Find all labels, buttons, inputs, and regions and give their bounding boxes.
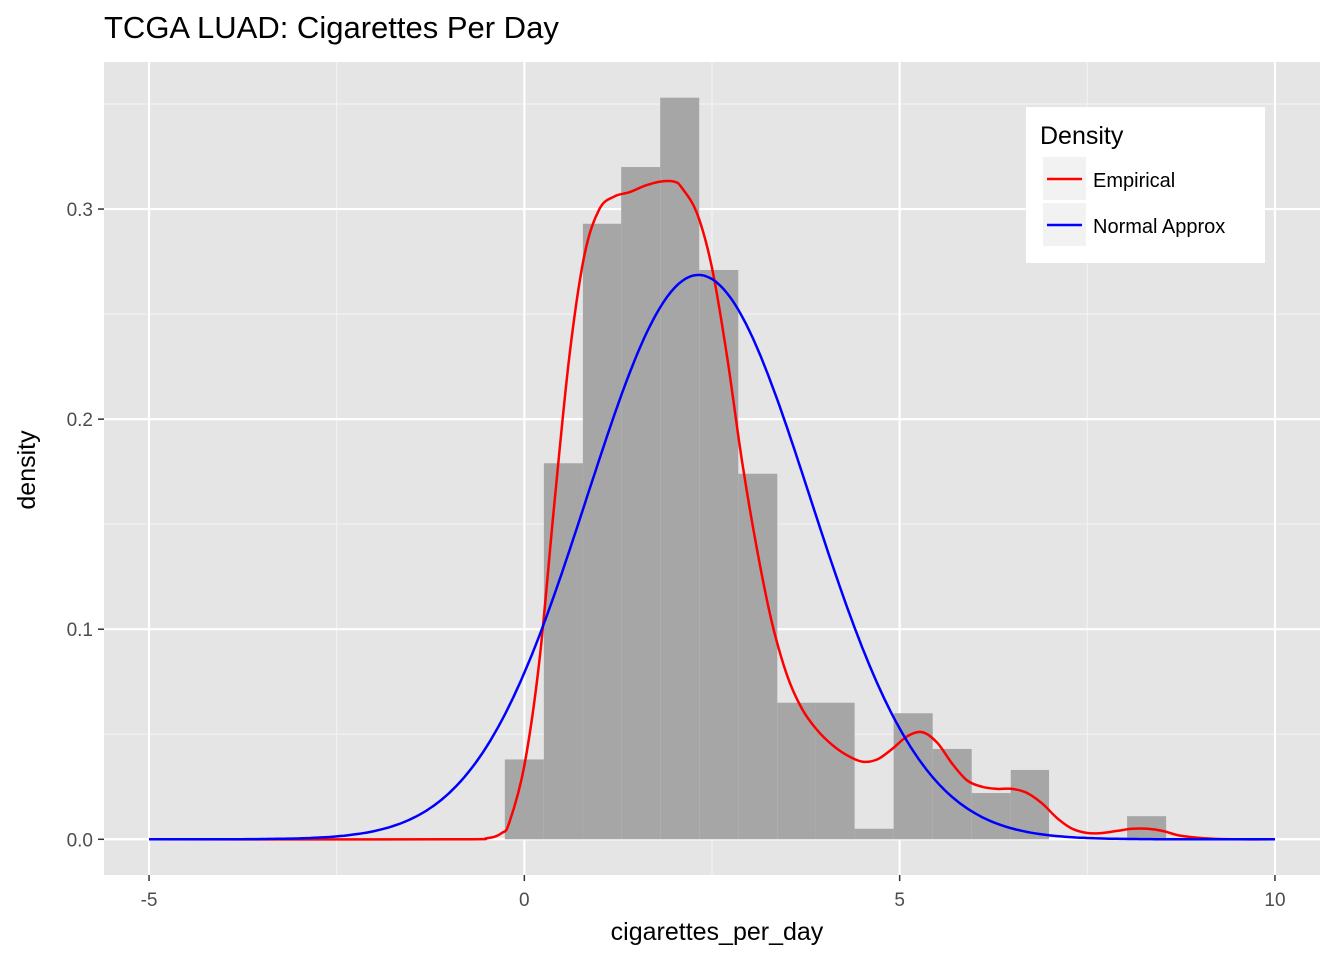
histogram-bar [738,473,778,840]
histogram-bar [504,759,544,840]
y-axis-title: density [13,430,41,510]
histogram-bar [543,463,583,840]
y-tick-label: 0.1 [67,620,93,641]
histogram-bar [815,702,855,840]
x-axis-title: cigarettes_per_day [611,918,824,946]
histogram-bar [971,793,1011,840]
histogram-bar [660,97,700,840]
histogram-bar [854,828,894,840]
chart-title: TCGA LUAD: Cigarettes Per Day [104,10,559,45]
histogram-bar [777,702,816,840]
legend-label-empirical: Empirical [1093,170,1175,192]
y-tick-label: 0.3 [67,200,93,221]
histogram-bar [621,167,661,840]
legend: Density Empirical Normal Approx [1026,107,1265,263]
y-tick-label: 0.0 [67,830,93,851]
x-tick-label: -5 [141,890,158,911]
histogram-bars [504,97,1167,840]
x-tick-label: 5 [894,890,905,911]
histogram-bar [699,269,739,840]
legend-label-normal-approx: Normal Approx [1093,216,1225,238]
density-lines [148,179,1276,841]
y-tick-label: 0.2 [67,410,93,431]
x-axis-ticks: -5 0 5 10 [141,875,1286,911]
legend-title: Density [1040,122,1124,150]
histogram-bar [582,223,622,840]
x-tick-label: 0 [519,890,530,911]
normal-approx-density-line [149,273,1275,841]
x-tick-label: 10 [1264,890,1285,911]
y-axis-ticks: 0.0 0.1 0.2 0.3 [67,200,104,851]
empirical-density-line [148,179,1276,841]
